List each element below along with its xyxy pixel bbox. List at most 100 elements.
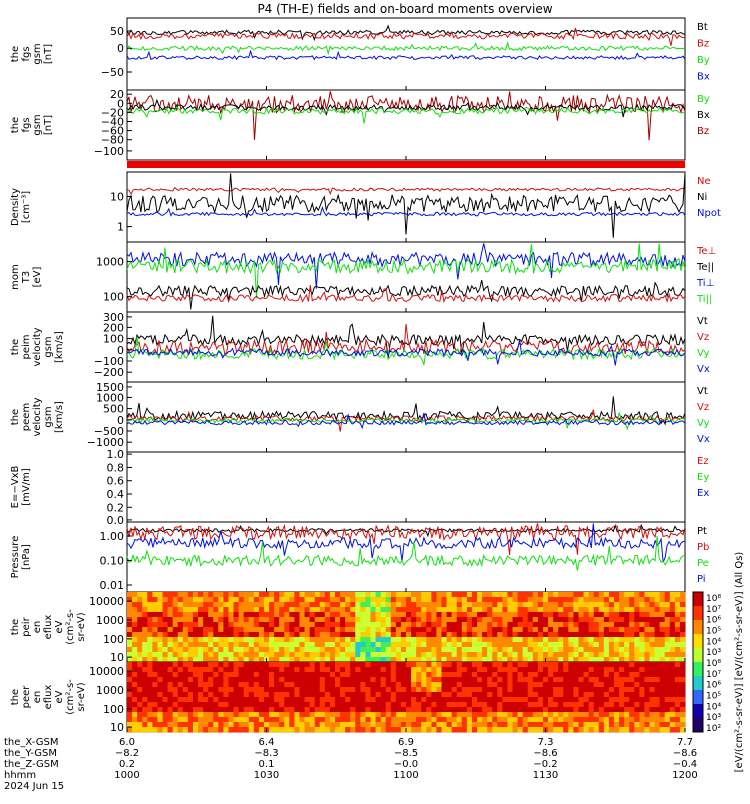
spectrogram-cell [198, 602, 204, 608]
spectrogram-cell [416, 667, 422, 673]
spectrogram-cell [532, 617, 539, 623]
spectrogram-cell [213, 657, 219, 663]
spectrogram-cell [147, 647, 153, 653]
spectrogram-cell [253, 682, 260, 688]
spectrogram-cell [152, 607, 158, 613]
spectrogram-cell [203, 692, 209, 698]
legend-entry-ey: Ey [697, 472, 709, 483]
spectrogram-cell [674, 627, 681, 633]
spectrogram-cell [132, 612, 138, 618]
spectrogram-cell [223, 622, 229, 628]
spectrogram-cell [334, 617, 341, 623]
spectrogram-cell [218, 687, 224, 693]
spectrogram-cell [177, 697, 184, 703]
spectrogram-cell [253, 692, 260, 698]
spectrogram-cell [395, 682, 402, 688]
spectrogram-cell [588, 637, 595, 643]
spectrogram-cell [649, 612, 655, 618]
x-axis-value: −0.4 [673, 759, 697, 770]
spectrogram-cell [406, 682, 412, 688]
spectrogram-cell [421, 632, 427, 638]
spectrogram-cell [192, 632, 199, 638]
spectrogram-cell [365, 682, 371, 688]
spectrogram-cell [340, 717, 346, 723]
spectrogram-cell [228, 627, 234, 633]
spectrogram-cell [238, 632, 245, 638]
legend-entry-ti: Ti|| [696, 294, 712, 305]
spectrogram-cell [400, 612, 407, 618]
spectrogram-cell [446, 687, 453, 693]
spectrogram-cell [319, 722, 326, 728]
spectrogram-cell [365, 617, 371, 623]
spectrogram-cell [385, 647, 392, 653]
spectrogram-cell [619, 682, 625, 688]
spectrogram-cell [593, 717, 600, 723]
spectrogram-cell [228, 727, 234, 733]
spectrogram-cell [679, 657, 686, 663]
x-axis-value: −0.2 [533, 759, 557, 770]
spectrogram-cell [334, 597, 341, 603]
spectrogram-cell [248, 712, 255, 718]
spectrogram-cell [654, 647, 661, 653]
spectrogram-cell [522, 657, 529, 663]
spectrogram-cell [639, 717, 645, 723]
spectrogram-cell [284, 677, 290, 683]
spectrogram-cell [167, 642, 174, 648]
spectrogram-cell [203, 667, 209, 673]
spectrogram-cell [649, 722, 655, 728]
y-tick-label: 0.2 [107, 501, 125, 514]
spectrogram-cell [654, 627, 661, 633]
spectrogram-cell [269, 662, 275, 668]
spectrogram-cell [198, 702, 204, 708]
spectrogram-cell [198, 712, 204, 718]
spectrogram-cell [127, 627, 133, 633]
spectrogram-cell [629, 692, 635, 698]
spectrogram-cell [299, 652, 305, 658]
spectrogram-cell [654, 652, 661, 658]
spectrogram-cell [548, 632, 554, 638]
spectrogram-cell [223, 712, 229, 718]
spectrogram-cell [127, 707, 133, 713]
spectrogram-cell [279, 607, 285, 613]
spectrogram-cell [172, 707, 179, 713]
spectrogram-cell [537, 642, 544, 648]
spectrogram-cell [603, 622, 610, 628]
spectrogram-cell [512, 632, 518, 638]
spectrogram-cell [573, 697, 579, 703]
spectrogram-cell [248, 717, 255, 723]
spectrogram-cell [583, 592, 590, 598]
spectrogram-cell [421, 687, 427, 693]
spectrogram-cell [218, 652, 224, 658]
spectrogram-cell [411, 612, 417, 618]
spectrogram-cell [619, 667, 625, 673]
spectrogram-cell [233, 727, 239, 733]
spectrogram-cell [466, 707, 473, 713]
spectrogram-cell [532, 642, 539, 648]
spectrogram-cell [167, 627, 174, 633]
spectrogram-cell [385, 657, 392, 663]
spectrogram-cell [598, 627, 605, 633]
spectrogram-cell [289, 607, 295, 613]
spectrogram-cell [679, 677, 686, 683]
spectrogram-cell [360, 682, 366, 688]
spectrogram-cell [608, 662, 615, 668]
spectrogram-cell [208, 702, 214, 708]
spectrogram-cell [385, 722, 392, 728]
spectrogram-cell [152, 612, 158, 618]
spectrogram-cell [345, 702, 351, 708]
spectrogram-cell [355, 667, 361, 673]
spectrogram-cell [421, 652, 427, 658]
spectrogram-cell [238, 722, 245, 728]
spectrogram-cell [279, 697, 285, 703]
spectrogram-cell [400, 682, 407, 688]
y-tick-label: 1.00 [100, 530, 125, 543]
spectrogram-cell [314, 597, 321, 603]
spectrogram-cell [502, 712, 508, 718]
spectrogram-cell [608, 707, 615, 713]
spectrogram-cell [319, 677, 326, 683]
spectrogram-cell [598, 682, 605, 688]
spectrogram-cell [340, 677, 346, 683]
spectrogram-cell [213, 692, 219, 698]
